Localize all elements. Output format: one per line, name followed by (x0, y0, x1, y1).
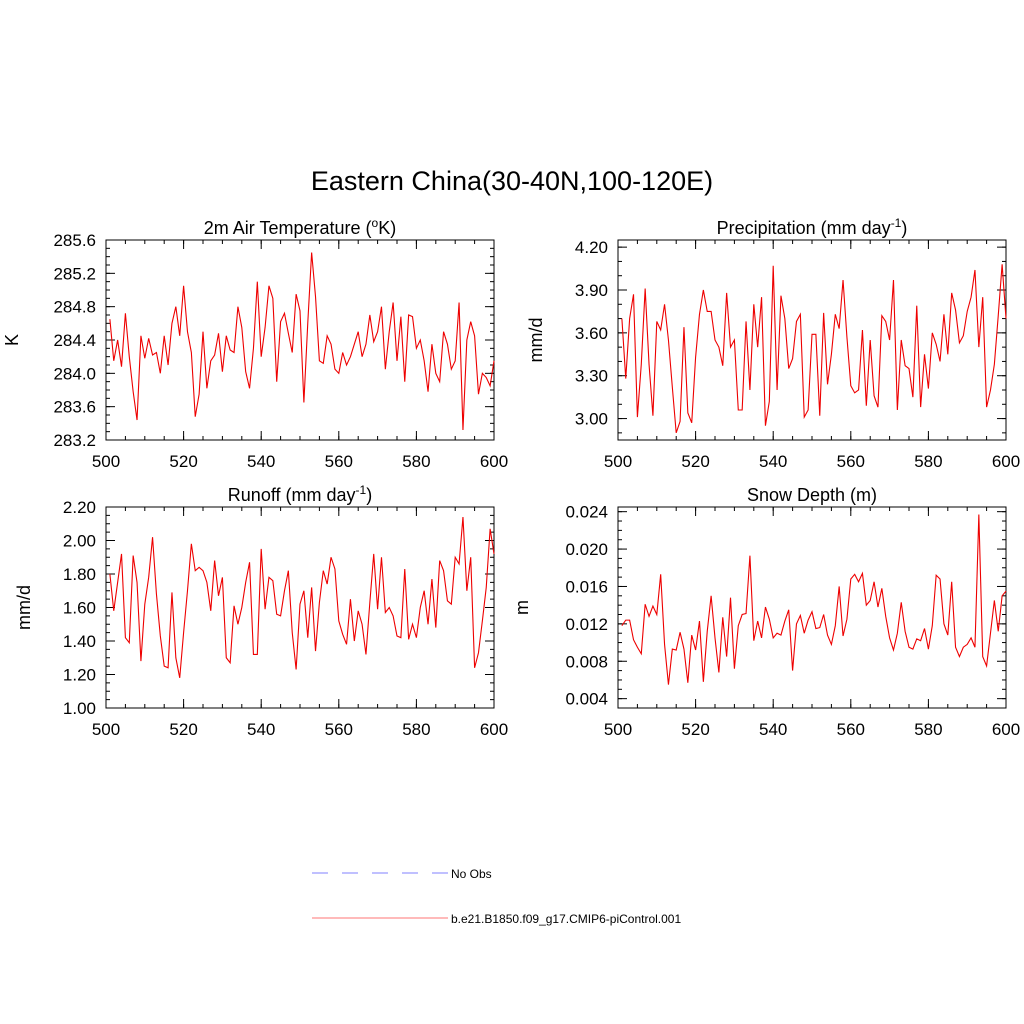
x-tick-label: 580 (914, 720, 942, 739)
y-tick-label: 1.60 (63, 599, 96, 618)
y-tick-label: 1.00 (63, 699, 96, 718)
series-line (109, 517, 495, 678)
y-tick-label: 3.90 (575, 281, 608, 300)
y-tick-label: 285.6 (53, 231, 96, 250)
y-tick-label: 3.30 (575, 367, 608, 386)
x-tick-label: 540 (247, 452, 275, 471)
x-tick-label: 600 (992, 720, 1020, 739)
chart-panel-3: 500 520 540 560 580 600 1.00 1.20 1.40 1.60 1.80 2.… (14, 483, 508, 739)
x-tick-label: 520 (169, 452, 197, 471)
y-tick-label: 285.2 (53, 264, 96, 283)
x-tick-label: 540 (247, 720, 275, 739)
x-tick-label: 560 (837, 452, 865, 471)
series-line (109, 252, 495, 431)
x-tick-label: 540 (759, 452, 787, 471)
y-tick-label: 283.6 (53, 398, 96, 417)
y-axis-label: m (512, 600, 532, 615)
panel-title: Runoff (mm day-1) (228, 483, 372, 505)
legend: No Obs b.e21.B1850.f09_g17.CMIP6-piContro… (312, 867, 681, 926)
chart-panel-1: 500 520 540 560 580 600 283.2 283.6 284.0 284.4 28… (2, 216, 508, 471)
y-tick-label: 284.4 (53, 331, 96, 350)
x-tick-label: 600 (480, 720, 508, 739)
x-tick-label: 520 (169, 720, 197, 739)
y-tick-label: 284.8 (53, 298, 96, 317)
y-axis-label: K (2, 334, 22, 346)
y-tick-label: 1.80 (63, 565, 96, 584)
page-title: Eastern China(30-40N,100-120E) (310, 166, 714, 196)
y-tick-label: 284.0 (53, 364, 96, 383)
x-tick-label: 500 (92, 452, 120, 471)
x-tick-label: 560 (837, 720, 865, 739)
series-line (621, 514, 1007, 685)
y-tick-label: 0.024 (565, 503, 608, 522)
y-tick-label: 0.012 (565, 615, 608, 634)
y-tick-label: 1.20 (63, 666, 96, 685)
chart-panel-2: 500 520 540 560 580 600 3.00 3.30 3.60 3.90 4.20 Pr… (526, 216, 1020, 471)
x-tick-label: 580 (402, 452, 430, 471)
y-tick-label: 0.016 (565, 577, 608, 596)
y-axis-label: mm/d (526, 318, 546, 363)
series-line (621, 264, 1007, 434)
legend-label: No Obs (451, 867, 492, 881)
y-tick-label: 0.020 (565, 540, 608, 559)
x-tick-label: 500 (92, 720, 120, 739)
y-tick-label: 2.20 (63, 498, 96, 517)
panel-title: Precipitation (mm day-1) (717, 216, 908, 238)
y-tick-label: 4.20 (575, 238, 608, 257)
x-tick-label: 560 (325, 720, 353, 739)
x-tick-label: 580 (402, 720, 430, 739)
y-tick-label: 2.00 (63, 532, 96, 551)
panel-title: 2m Air Temperature (oK) (204, 216, 396, 238)
y-tick-label: 283.2 (53, 431, 96, 450)
x-tick-label: 500 (604, 720, 632, 739)
y-tick-label: 0.004 (565, 690, 608, 709)
y-tick-label: 1.40 (63, 632, 96, 651)
y-tick-label: 3.00 (575, 410, 608, 429)
chart-panel-4: 500 520 540 560 580 600 0.004 0.008 0.012 0.016 0.… (512, 485, 1020, 739)
y-tick-label: 0.008 (565, 652, 608, 671)
panel-title: Snow Depth (m) (747, 485, 877, 505)
x-tick-label: 500 (604, 452, 632, 471)
y-tick-label: 3.60 (575, 324, 608, 343)
plot-frame (617, 506, 1007, 709)
x-tick-label: 600 (992, 452, 1020, 471)
x-tick-label: 600 (480, 452, 508, 471)
x-tick-label: 580 (914, 452, 942, 471)
x-tick-label: 520 (681, 720, 709, 739)
x-tick-label: 520 (681, 452, 709, 471)
legend-label: b.e21.B1850.f09_g17.CMIP6-piControl.001 (451, 912, 681, 926)
y-axis-label: mm/d (14, 585, 34, 630)
x-tick-label: 560 (325, 452, 353, 471)
x-tick-label: 540 (759, 720, 787, 739)
